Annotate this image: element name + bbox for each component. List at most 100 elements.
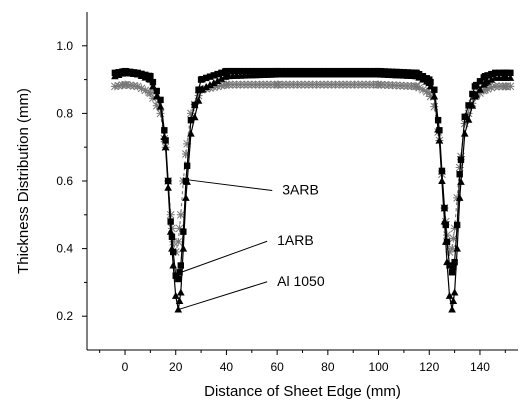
annotation-label: 3ARB xyxy=(282,182,319,198)
data-point xyxy=(487,83,496,92)
data-point xyxy=(450,263,457,271)
data-point xyxy=(149,82,157,90)
data-point xyxy=(209,78,218,86)
data-point xyxy=(183,139,192,148)
data-point xyxy=(214,70,221,78)
data-point xyxy=(434,125,442,133)
data-point xyxy=(190,113,199,121)
x-tick-label: 80 xyxy=(321,360,335,374)
y-tick-label: 1.0 xyxy=(56,39,73,53)
data-point xyxy=(446,262,453,269)
annotation-leader-line xyxy=(178,281,268,310)
data-point xyxy=(171,291,180,299)
data-point xyxy=(129,81,138,90)
data-point xyxy=(476,85,484,93)
data-point xyxy=(229,67,236,75)
series-layer xyxy=(110,67,515,313)
y-tick-label: 0.6 xyxy=(56,174,73,188)
data-point xyxy=(206,73,214,80)
data-point xyxy=(233,67,240,75)
data-point xyxy=(110,82,119,91)
data-point xyxy=(431,86,438,93)
data-point xyxy=(448,244,457,253)
data-point xyxy=(481,85,490,94)
data-point xyxy=(441,237,450,245)
x-tick-label: 100 xyxy=(369,360,389,374)
y-tick-label: 0.8 xyxy=(56,106,73,120)
data-point xyxy=(449,296,458,304)
data-point xyxy=(218,69,225,77)
data-point xyxy=(426,82,435,90)
data-point xyxy=(157,96,164,104)
data-point xyxy=(183,177,191,185)
data-point xyxy=(141,86,150,95)
data-point xyxy=(177,262,185,269)
data-point xyxy=(419,75,427,83)
data-point xyxy=(445,247,454,256)
data-point xyxy=(156,102,165,110)
data-point xyxy=(469,90,476,98)
data-point xyxy=(475,89,484,98)
data-point xyxy=(426,92,435,101)
data-point xyxy=(177,288,185,296)
data-point xyxy=(213,76,222,84)
data-point xyxy=(244,67,252,75)
data-point xyxy=(484,72,491,79)
data-point xyxy=(248,67,255,75)
data-point xyxy=(183,162,191,169)
annotation-leader-line xyxy=(183,178,273,192)
data-point xyxy=(225,67,233,75)
data-point xyxy=(472,81,480,89)
y-axis-title: Thickness Distribution (mm) xyxy=(15,88,32,274)
data-point xyxy=(506,82,515,91)
data-point xyxy=(438,177,446,184)
data-point xyxy=(152,92,161,100)
data-point xyxy=(460,129,469,137)
data-point xyxy=(448,269,456,276)
data-point xyxy=(168,244,176,252)
data-point xyxy=(434,116,442,124)
data-point xyxy=(464,109,473,118)
data-point xyxy=(122,80,131,89)
data-point xyxy=(488,70,495,78)
data-point xyxy=(438,167,446,175)
data-point xyxy=(213,82,222,91)
data-point xyxy=(166,227,175,235)
data-point xyxy=(181,149,190,158)
data-point xyxy=(199,75,206,83)
data-point xyxy=(169,261,177,269)
data-point xyxy=(169,237,178,246)
annotation-label: Al 1050 xyxy=(277,273,325,289)
data-point xyxy=(464,115,473,123)
data-point xyxy=(198,85,207,93)
data-point xyxy=(160,133,169,141)
data-point xyxy=(240,67,248,75)
data-point xyxy=(476,78,484,85)
data-point xyxy=(146,75,155,83)
data-point xyxy=(507,69,514,77)
data-point xyxy=(176,210,185,219)
data-point xyxy=(445,291,454,299)
data-point xyxy=(456,171,463,178)
data-point xyxy=(455,163,464,172)
data-point xyxy=(453,244,461,252)
data-point xyxy=(468,101,477,109)
data-point xyxy=(491,69,499,77)
data-point xyxy=(167,224,176,233)
data-point xyxy=(455,193,464,201)
data-point xyxy=(133,82,142,91)
data-point xyxy=(161,143,170,151)
data-point xyxy=(156,109,165,118)
data-point xyxy=(174,237,183,246)
data-point xyxy=(186,109,195,118)
data-point xyxy=(252,67,259,75)
data-point xyxy=(174,305,183,313)
data-point xyxy=(425,89,434,98)
data-point xyxy=(435,136,444,144)
data-point xyxy=(450,288,459,296)
data-point xyxy=(168,233,176,240)
y-ticks: 0.2 0.4 0.6 0.8 1.0 xyxy=(56,39,87,323)
data-point xyxy=(146,89,155,98)
data-point xyxy=(209,83,218,92)
